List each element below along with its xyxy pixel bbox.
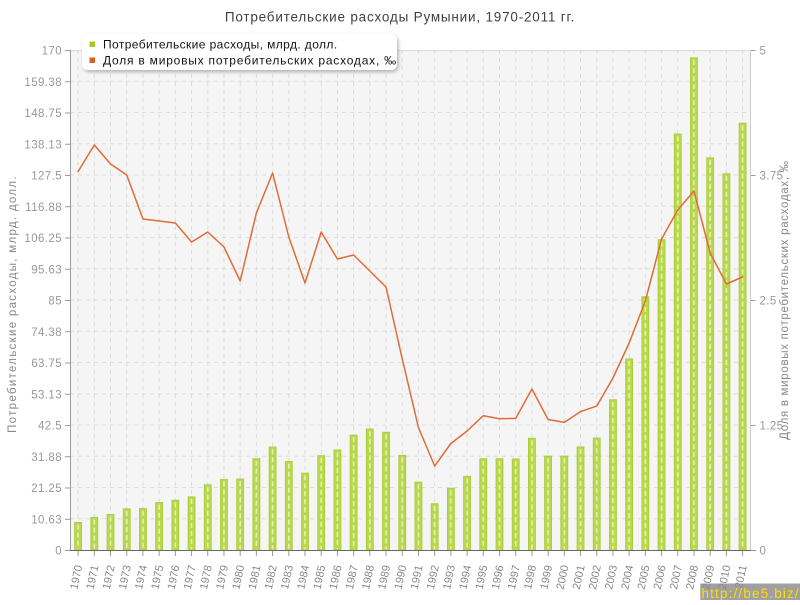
svg-text:1994: 1994 (457, 564, 474, 590)
svg-text:10.63: 10.63 (31, 514, 62, 526)
svg-text:1972: 1972 (101, 564, 118, 590)
svg-text:1995: 1995 (474, 564, 491, 590)
svg-text:85: 85 (48, 296, 62, 308)
svg-text:159.38: 159.38 (24, 77, 62, 89)
svg-text:138.13: 138.13 (24, 139, 62, 151)
svg-text:2011: 2011 (733, 564, 750, 590)
svg-text:106.25: 106.25 (24, 233, 62, 245)
svg-text:63.75: 63.75 (31, 358, 62, 370)
svg-text:1.25: 1.25 (760, 421, 784, 433)
svg-text:1992: 1992 (425, 564, 442, 590)
svg-text:2003: 2003 (603, 564, 620, 590)
svg-text:Потребительские расходы, млрд.: Потребительские расходы, млрд. долл. (7, 175, 19, 433)
svg-text:1999: 1999 (538, 564, 555, 590)
svg-text:1981: 1981 (247, 564, 264, 590)
svg-text:1987: 1987 (344, 564, 361, 590)
svg-text:31.88: 31.88 (31, 452, 62, 464)
svg-text:42.5: 42.5 (38, 421, 62, 433)
svg-text:http://be5.biz/: http://be5.biz/ (702, 586, 800, 600)
svg-text:2.5: 2.5 (760, 296, 777, 308)
svg-text:148.75: 148.75 (24, 108, 62, 120)
svg-text:1998: 1998 (522, 564, 539, 590)
svg-text:2002: 2002 (587, 564, 604, 590)
svg-text:1975: 1975 (149, 564, 166, 590)
svg-text:2001: 2001 (571, 564, 588, 590)
svg-text:1974: 1974 (133, 564, 150, 590)
svg-text:1990: 1990 (393, 564, 410, 590)
svg-text:1973: 1973 (117, 564, 134, 590)
svg-text:1976: 1976 (166, 564, 183, 590)
svg-text:1983: 1983 (279, 564, 296, 590)
svg-text:1986: 1986 (328, 564, 345, 590)
svg-text:Потребительские расходы Румыни: Потребительские расходы Румынии, 1970-20… (225, 10, 575, 25)
svg-text:1977: 1977 (182, 564, 199, 590)
svg-text:2008: 2008 (684, 564, 701, 590)
svg-text:Доля в мировых потребительских: Доля в мировых потребительских расходах,… (103, 54, 397, 68)
svg-text:1978: 1978 (198, 564, 215, 590)
svg-text:Доля в мировых потребительских: Доля в мировых потребительских расходах,… (779, 160, 791, 440)
svg-text:Потребительские расходы, млрд.: Потребительские расходы, млрд. долл. (103, 38, 338, 52)
svg-text:2006: 2006 (652, 564, 669, 590)
svg-text:1988: 1988 (360, 564, 377, 590)
svg-text:5: 5 (760, 46, 767, 58)
svg-text:1979: 1979 (214, 564, 231, 590)
svg-text:2007: 2007 (668, 564, 685, 590)
svg-text:1980: 1980 (230, 564, 247, 590)
svg-text:2005: 2005 (636, 564, 653, 590)
svg-text:1984: 1984 (295, 564, 312, 590)
svg-text:0: 0 (55, 546, 62, 558)
svg-text:1982: 1982 (263, 564, 280, 590)
svg-text:2000: 2000 (555, 564, 572, 590)
svg-text:1996: 1996 (490, 564, 507, 590)
svg-text:3.75: 3.75 (760, 171, 784, 183)
svg-text:1993: 1993 (441, 564, 458, 590)
svg-text:0: 0 (760, 546, 767, 558)
svg-text:1971: 1971 (85, 564, 102, 590)
svg-text:74.38: 74.38 (31, 327, 62, 339)
svg-text:127.5: 127.5 (31, 171, 62, 183)
svg-text:53.13: 53.13 (31, 389, 62, 401)
svg-text:21.25: 21.25 (31, 483, 62, 495)
svg-text:116.88: 116.88 (25, 202, 62, 214)
svg-text:1991: 1991 (409, 564, 426, 590)
svg-text:2004: 2004 (619, 564, 636, 590)
svg-text:95.63: 95.63 (31, 264, 62, 276)
svg-text:170: 170 (42, 46, 62, 58)
svg-text:1989: 1989 (376, 564, 393, 590)
svg-text:1997: 1997 (506, 564, 523, 590)
svg-text:1985: 1985 (312, 564, 329, 590)
svg-text:1970: 1970 (68, 564, 85, 590)
